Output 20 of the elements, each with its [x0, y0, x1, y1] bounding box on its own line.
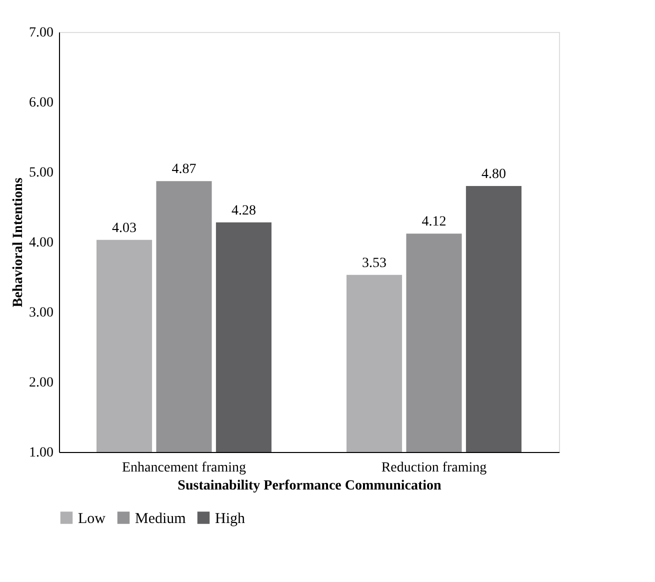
y-tick-label: 2.00 — [29, 376, 54, 390]
data-label: 4.28 — [231, 203, 256, 218]
legend-label: High — [215, 510, 246, 527]
data-label: 4.12 — [422, 214, 446, 230]
x-axis-title: Sustainability Performance Communication — [178, 478, 442, 494]
data-label: 3.53 — [362, 256, 387, 271]
y-axis-title: Behavioral Intentions — [11, 177, 26, 308]
y-tick-label: 6.00 — [29, 96, 54, 110]
y-tick-label: 7.00 — [29, 26, 54, 40]
y-tick-label: 3.00 — [29, 306, 54, 320]
x-tick-label: Enhancement framing — [122, 460, 246, 476]
legend-label: Low — [78, 510, 106, 527]
y-tick-label: 1.00 — [29, 446, 54, 460]
x-tick-label: Reduction framing — [381, 460, 487, 476]
legend-label: Medium — [135, 510, 186, 527]
data-label: 4.03 — [112, 220, 137, 236]
data-label: 4.80 — [481, 167, 506, 182]
data-label: 4.87 — [172, 162, 196, 178]
y-tick-label: 4.00 — [29, 236, 54, 250]
y-tick-label: 5.00 — [29, 166, 54, 180]
